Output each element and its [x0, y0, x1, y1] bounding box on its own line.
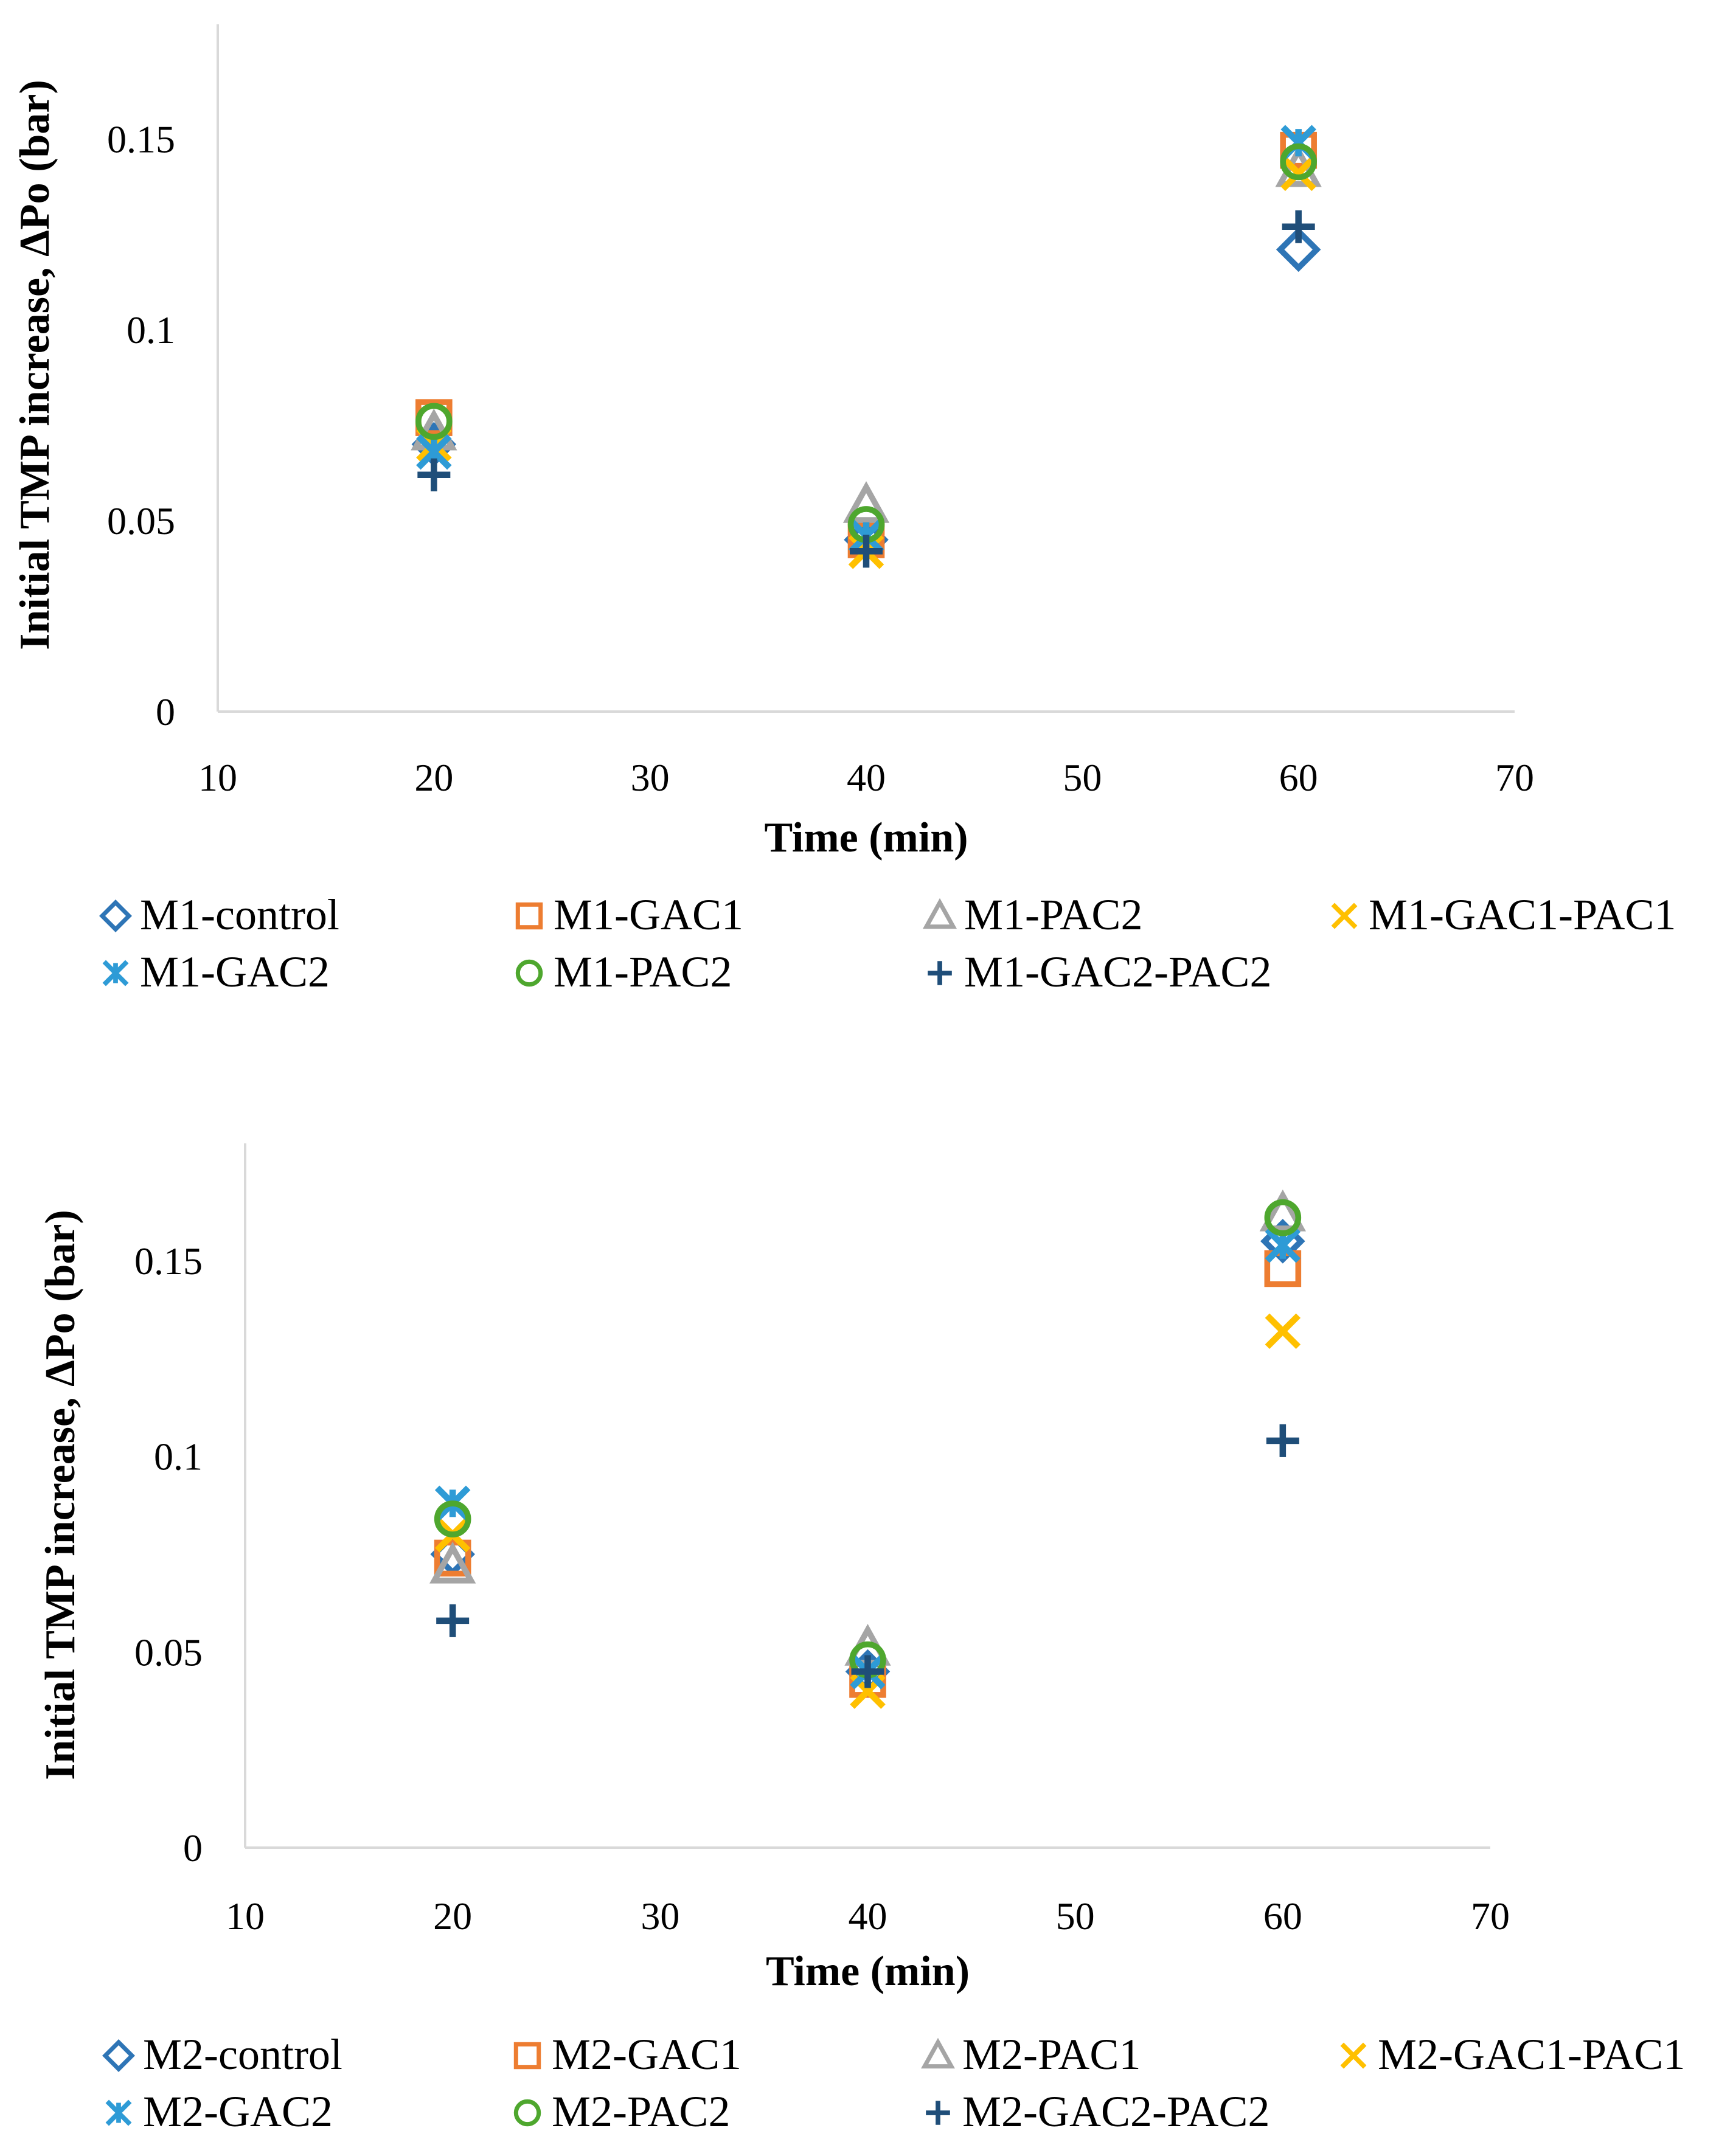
legend-label: M1-GAC1-PAC1 [1369, 890, 1676, 939]
legend-label: M2-PAC1 [962, 2030, 1141, 2079]
data-point [850, 535, 883, 568]
legend-marker [99, 899, 132, 932]
legend-marker [1331, 903, 1358, 929]
data-point [1280, 155, 1316, 192]
legend-marker [928, 961, 952, 985]
x-axis-title: Time (min) [764, 814, 968, 861]
y-axis-title: Initial TMP increase, ΔPo (bar) [37, 1210, 84, 1780]
data-point [434, 1500, 471, 1537]
chart-panel-top: 0 0.05 0.1 0.15 10 20 30 40 50 60 70 Time (min) Init… [12, 24, 1676, 996]
y-axis-title: Initial TMP increase, ΔPo (bar) [12, 80, 58, 650]
legend-marker [515, 902, 543, 930]
y-tick-label: 0.05 [107, 499, 175, 542]
data-point [1282, 210, 1315, 243]
x-tick-label: 40 [849, 1894, 887, 1938]
data-point [429, 1541, 476, 1584]
legend-marker [515, 959, 543, 987]
data-point [415, 403, 453, 440]
legend-label: M1-GAC2 [140, 948, 330, 996]
x-tick-label: 30 [631, 756, 670, 799]
legend-marker [102, 2039, 135, 2072]
data-point [1264, 1199, 1302, 1236]
x-tick-label: 60 [1279, 756, 1318, 799]
data-point [842, 481, 890, 523]
data-points [429, 1189, 1306, 1709]
legend-marker [513, 2042, 541, 2070]
legend-label: M1-control [140, 890, 339, 939]
data-point [851, 1655, 884, 1688]
x-tick-label: 50 [1063, 756, 1102, 799]
y-tick-label: 0.05 [134, 1631, 203, 1674]
x-axis-title: Time (min) [766, 1948, 970, 1995]
data-point [1266, 1424, 1299, 1457]
data-point [1280, 143, 1317, 181]
legend-marker [513, 2099, 541, 2127]
x-tick-label: 70 [1495, 756, 1534, 799]
x-tick-label: 10 [226, 1894, 265, 1938]
legend-label: M2-GAC2-PAC2 [962, 2087, 1269, 2136]
x-tick-label: 60 [1263, 1894, 1302, 1938]
data-point [1265, 1313, 1301, 1350]
legend-label: M1-GAC2-PAC2 [964, 948, 1271, 996]
x-tick-label: 40 [847, 756, 886, 799]
legend-marker [1340, 2042, 1367, 2069]
x-tick-label: 10 [198, 756, 237, 799]
legend: M2-control M2-GAC1 M2-PAC1 M2-GAC1-PAC1 M2-G… [102, 2030, 1685, 2136]
legend-label: M2-PAC2 [552, 2087, 730, 2136]
y-tick-label: 0.15 [134, 1239, 203, 1283]
y-tick-label: 0.15 [107, 117, 175, 161]
x-tick-label: 30 [641, 1894, 679, 1938]
legend-label: M2-GAC1-PAC1 [1378, 2030, 1685, 2079]
y-tick-label: 0 [183, 1826, 203, 1870]
legend-label: M1-PAC2 [554, 948, 732, 996]
chart-panel-bottom: 0 0.05 0.1 0.15 10 20 30 40 50 60 70 Time (min) Init… [37, 1143, 1685, 2136]
data-point [1259, 1189, 1306, 1232]
legend-label: M2-GAC2 [143, 2087, 333, 2136]
data-points [411, 125, 1322, 569]
x-tick-label: 20 [414, 756, 453, 799]
y-tick-label: 0 [156, 690, 175, 733]
data-point [417, 458, 451, 491]
y-tick-label: 0.1 [127, 308, 175, 352]
x-tick-label: 20 [433, 1894, 472, 1938]
legend-label: M2-control [143, 2030, 342, 2079]
legend-marker [926, 2101, 950, 2125]
data-point [436, 1604, 470, 1637]
y-tick-label: 0.1 [154, 1435, 203, 1478]
legend-label: M2-GAC1 [552, 2030, 741, 2079]
legend-marker [102, 960, 129, 986]
legend-marker [105, 2099, 132, 2126]
legend: M1-control M1-GAC1 M1-PAC2 M1-GAC1-PAC1 M1-G… [99, 890, 1676, 996]
legend-marker [923, 898, 957, 929]
x-tick-label: 70 [1471, 1894, 1510, 1938]
legend-label: M1-PAC2 [964, 890, 1142, 939]
legend-marker [921, 2037, 955, 2069]
data-point [1276, 227, 1321, 272]
legend-label: M1-GAC1 [554, 890, 743, 939]
x-tick-label: 50 [1056, 1894, 1095, 1938]
